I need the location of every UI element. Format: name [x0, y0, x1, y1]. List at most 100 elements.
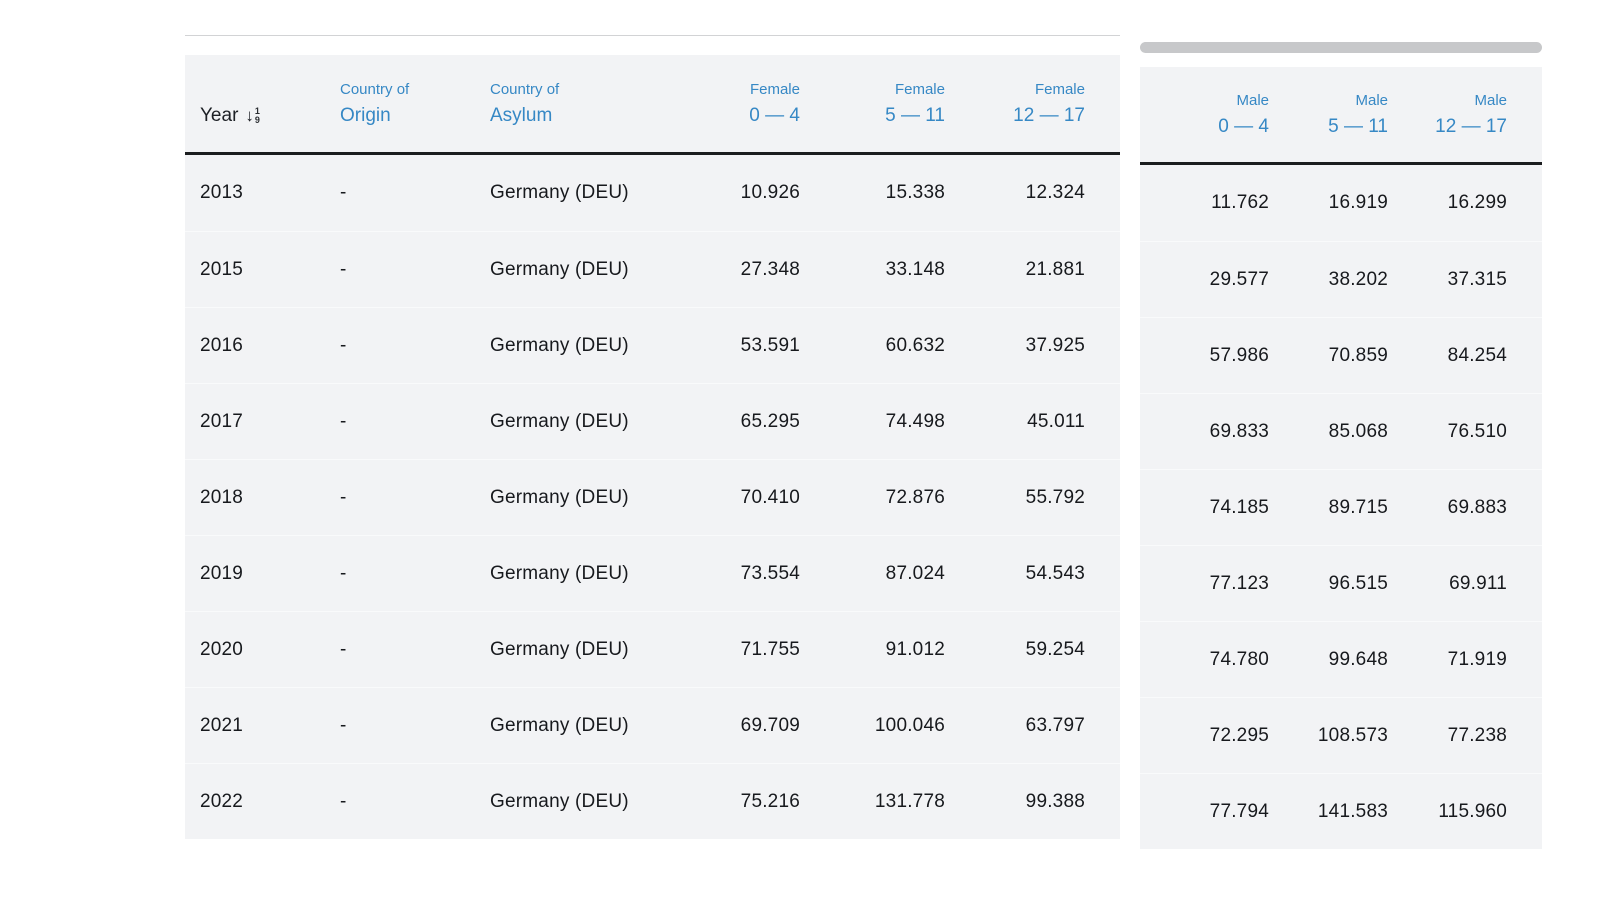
- header-line1: Male: [1355, 92, 1388, 109]
- sort-numeric-icon[interactable]: ↓ 1 9: [245, 105, 260, 125]
- cell-male-0-4: 77.794: [1209, 800, 1269, 822]
- cell-female-12-17: 21.881: [1025, 258, 1085, 280]
- cell-origin: -: [340, 790, 347, 812]
- column-header-female-12-17[interactable]: Female 12 — 17: [945, 55, 1085, 152]
- table-row: 74.185 89.715 69.883: [1140, 469, 1542, 545]
- column-header-male-5-11[interactable]: Male 5 — 11: [1269, 67, 1388, 162]
- cell-male-12-17: 69.883: [1447, 496, 1507, 518]
- cell-male-12-17: 115.960: [1438, 800, 1507, 822]
- cell-male-5-11: 99.648: [1328, 648, 1388, 670]
- cell-origin: -: [340, 714, 347, 736]
- cell-male-12-17: 71.919: [1447, 648, 1507, 670]
- cell-year: 2015: [200, 258, 244, 280]
- header-line2: 0 — 4: [1218, 116, 1269, 137]
- cell-year: 2021: [200, 714, 244, 736]
- cell-male-0-4: 29.577: [1209, 268, 1269, 290]
- cell-male-5-11: 108.573: [1317, 724, 1388, 746]
- cell-asylum: Germany (DEU): [490, 714, 629, 736]
- cell-male-12-17: 37.315: [1447, 268, 1507, 290]
- cell-female-12-17: 37.925: [1025, 334, 1085, 356]
- cell-male-5-11: 85.068: [1328, 420, 1388, 442]
- cell-male-12-17: 84.254: [1447, 344, 1507, 366]
- table-row: 2020 - Germany (DEU) 71.755 91.012 59.25…: [185, 611, 1120, 687]
- header-line1: Female: [749, 81, 800, 98]
- cell-female-12-17: 99.388: [1025, 790, 1085, 812]
- cell-female-5-11: 87.024: [885, 562, 945, 584]
- sort-digit-top: 1: [254, 105, 260, 116]
- cell-male-0-4: 77.123: [1209, 572, 1269, 594]
- column-header-female-0-4[interactable]: Female 0 — 4: [660, 55, 800, 152]
- cell-asylum: Germany (DEU): [490, 258, 629, 280]
- column-header-asylum[interactable]: Country of Asylum: [480, 55, 660, 152]
- cell-female-5-11: 33.148: [885, 258, 945, 280]
- header-line1: Male: [1236, 92, 1269, 109]
- table-row: 2016 - Germany (DEU) 53.591 60.632 37.92…: [185, 307, 1120, 383]
- column-header-female-5-11[interactable]: Female 5 — 11: [800, 55, 945, 152]
- cell-female-5-11: 60.632: [885, 334, 945, 356]
- table-row: 74.780 99.648 71.919: [1140, 621, 1542, 697]
- header-line2: 0 — 4: [749, 105, 800, 126]
- year-header-label: Year: [200, 105, 239, 126]
- cell-year: 2013: [200, 182, 244, 203]
- cell-male-5-11: 16.919: [1328, 192, 1388, 213]
- header-line2: 12 — 17: [1435, 116, 1507, 137]
- header-line2: 12 — 17: [1013, 105, 1085, 126]
- sort-arrow-icon: ↓: [245, 106, 254, 125]
- cell-asylum: Germany (DEU): [490, 334, 629, 356]
- header-line1: Female: [894, 81, 945, 98]
- cell-male-0-4: 74.185: [1209, 496, 1269, 518]
- cell-female-5-11: 91.012: [885, 638, 945, 660]
- cell-origin: -: [340, 562, 347, 584]
- cell-male-12-17: 16.299: [1447, 192, 1507, 213]
- cell-female-12-17: 45.011: [1027, 410, 1085, 432]
- cell-asylum: Germany (DEU): [490, 562, 629, 584]
- header-line2: Year ↓ 1 9: [200, 103, 260, 128]
- cell-male-0-4: 72.295: [1209, 724, 1269, 746]
- cell-male-0-4: 57.986: [1209, 344, 1269, 366]
- table-body-fixed: 2013 - Germany (DEU) 10.926 15.338 12.32…: [185, 155, 1120, 839]
- cell-origin: -: [340, 182, 347, 203]
- table-row: 72.295 108.573 77.238: [1140, 697, 1542, 773]
- column-header-year[interactable]: Year ↓ 1 9: [185, 55, 330, 152]
- table-row: 77.794 141.583 115.960: [1140, 773, 1542, 849]
- table-row: 2017 - Germany (DEU) 65.295 74.498 45.01…: [185, 383, 1120, 459]
- cell-female-12-17: 63.797: [1025, 714, 1085, 736]
- cell-male-5-11: 141.583: [1317, 800, 1388, 822]
- sort-digit-bottom: 9: [254, 114, 260, 125]
- cell-asylum: Germany (DEU): [490, 182, 629, 203]
- cell-male-0-4: 11.762: [1211, 192, 1269, 213]
- table-row: 2018 - Germany (DEU) 70.410 72.876 55.79…: [185, 459, 1120, 535]
- cell-female-12-17: 59.254: [1025, 638, 1085, 660]
- table-fixed-panel: Year ↓ 1 9 Country of Origin Country of …: [185, 35, 1120, 839]
- column-header-male-12-17[interactable]: Male 12 — 17: [1388, 67, 1507, 162]
- cell-female-0-4: 71.755: [740, 638, 800, 660]
- cell-asylum: Germany (DEU): [490, 486, 629, 508]
- cell-female-0-4: 69.709: [740, 714, 800, 736]
- cell-year: 2016: [200, 334, 244, 356]
- column-header-origin[interactable]: Country of Origin: [330, 55, 480, 152]
- header-line1: [200, 79, 204, 100]
- header-line2: 5 — 11: [885, 105, 945, 126]
- cell-female-5-11: 131.778: [874, 790, 945, 812]
- cell-origin: -: [340, 334, 347, 356]
- cell-male-0-4: 74.780: [1209, 648, 1269, 670]
- cell-year: 2017: [200, 410, 244, 432]
- table-body-scroll: 11.762 16.919 16.299 29.577 38.202 37.31…: [1140, 165, 1542, 849]
- table-row: 11.762 16.919 16.299: [1140, 165, 1542, 241]
- table-row: 2013 - Germany (DEU) 10.926 15.338 12.32…: [185, 155, 1120, 231]
- cell-female-5-11: 74.498: [885, 410, 945, 432]
- header-line1: Country of: [490, 81, 560, 98]
- table-scroll-panel: Male 0 — 4 Male 5 — 11 Male 12 — 17 11.7…: [1140, 42, 1542, 849]
- cell-male-12-17: 76.510: [1447, 420, 1507, 442]
- horizontal-scrollbar[interactable]: [1140, 42, 1542, 53]
- cell-female-5-11: 72.876: [885, 486, 945, 508]
- table-row: 29.577 38.202 37.315: [1140, 241, 1542, 317]
- cell-male-12-17: 69.911: [1449, 572, 1507, 594]
- column-header-male-0-4[interactable]: Male 0 — 4: [1150, 67, 1269, 162]
- cell-origin: -: [340, 258, 347, 280]
- cell-female-0-4: 65.295: [740, 410, 800, 432]
- cell-female-0-4: 27.348: [740, 258, 800, 280]
- table-row: 2021 - Germany (DEU) 69.709 100.046 63.7…: [185, 687, 1120, 763]
- cell-year: 2022: [200, 790, 244, 812]
- header-line1: Country of: [340, 81, 410, 98]
